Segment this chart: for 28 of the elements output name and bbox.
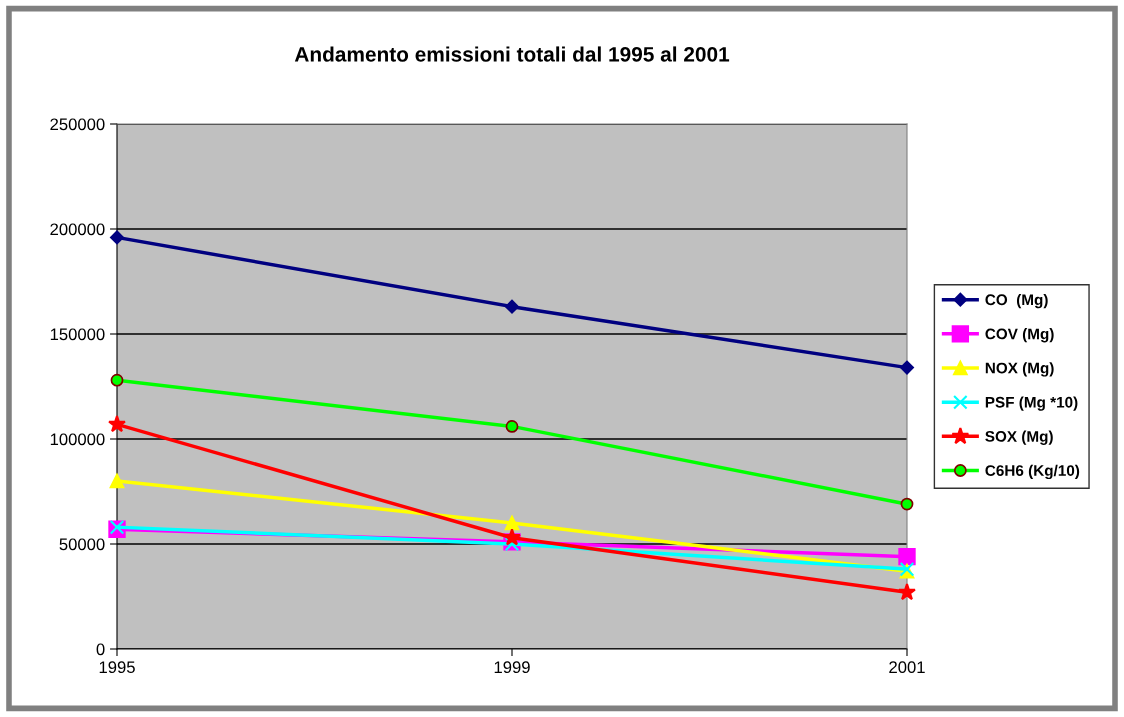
legend-label: C6H6 (Kg/10) [985,464,1080,480]
x-tick-label: 1995 [99,661,135,674]
x-tick-label: 1999 [494,661,530,674]
legend-label: SOX (Mg) [985,430,1053,445]
point [898,547,916,566]
y-tick-label: 200000 [50,223,105,236]
legend-label: CO (Mg) [985,293,1048,309]
point [900,360,914,375]
y-tick-label: 50000 [59,538,105,551]
chart-title: Andamento emissioni totali dal 1995 al 2001 [294,46,730,62]
point [110,373,124,387]
point [504,515,520,531]
y-tick-label: 250000 [50,118,105,131]
legend-label: COV (Mg) [985,328,1054,343]
point [503,528,521,546]
point [898,582,916,601]
point [109,473,125,489]
legend-label: PSF (Mg *10) [985,396,1078,411]
point [505,420,519,433]
y-tick-label: 150000 [50,328,105,341]
point [108,414,126,433]
point [900,497,914,511]
y-tick-label: 0 [96,643,105,656]
y-tick-label: 100000 [50,433,105,446]
x-tick-label: 2001 [889,661,925,674]
point [110,230,124,245]
point [505,299,519,314]
legend-label: NOX (Mg) [985,362,1054,377]
